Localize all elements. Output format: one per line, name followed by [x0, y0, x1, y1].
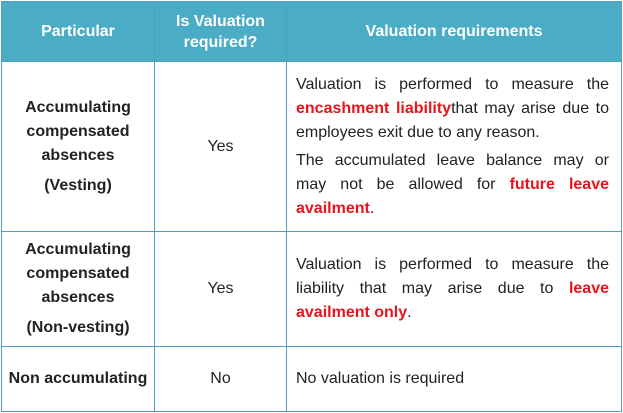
particular-cell: Non accumulating: [1, 346, 155, 412]
header-valuation-requirements: Valuation requirements: [286, 1, 622, 62]
requirement-text: .: [369, 199, 375, 217]
table-row: Accumulating compensated absences (Vesti…: [1, 61, 622, 232]
requirement-text: Valuation is performed to measure the: [296, 75, 609, 93]
particular-label: Accumulating compensated absences: [25, 241, 131, 306]
valuation-requirements-cell: Valuation is performed to measure the li…: [286, 231, 622, 347]
header-valuation-required: Is Valuation required?: [154, 1, 287, 62]
requirement-text: Valuation is performed to measure the li…: [296, 256, 609, 297]
requirement-text: that may arise due to employees exit due…: [296, 99, 610, 141]
highlight-text: leave availment only: [296, 280, 609, 321]
valuation-required-cell: Yes: [154, 61, 287, 232]
header-particular: Particular: [1, 1, 155, 62]
highlight-text: future leave availment: [296, 175, 610, 217]
valuation-requirements-cell: Valuation is performed to measure the en…: [286, 61, 622, 232]
table-row: Non accumulating No No valuation is requ…: [1, 346, 622, 412]
valuation-requirements-cell: No valuation is required: [286, 346, 622, 412]
particular-qualifier: (Vesting): [44, 176, 112, 194]
particular-qualifier: (Non-vesting): [26, 319, 130, 336]
requirement-paragraph: Valuation is performed to measure the en…: [296, 73, 609, 145]
requirement-text: The accumulated leave balance may or may…: [296, 151, 609, 193]
requirement-paragraph: Valuation is performed to measure the li…: [296, 253, 609, 325]
particular-cell: Accumulating compensated absences (Vesti…: [1, 61, 155, 232]
valuation-required-cell: No: [154, 346, 287, 412]
particular-label: Accumulating compensated absences: [25, 98, 131, 164]
requirement-paragraph: The accumulated leave balance may or may…: [296, 149, 609, 221]
valuation-required-cell: Yes: [154, 231, 287, 347]
requirement-text: .: [407, 304, 412, 321]
particular-cell: Accumulating compensated absences (Non-v…: [1, 231, 155, 347]
particular-label: Non accumulating: [8, 370, 148, 387]
highlight-text: encashment liability: [296, 99, 452, 117]
table-header-row: Particular Is Valuation required? Valuat…: [1, 1, 622, 62]
table-row: Accumulating compensated absences (Non-v…: [1, 231, 622, 347]
